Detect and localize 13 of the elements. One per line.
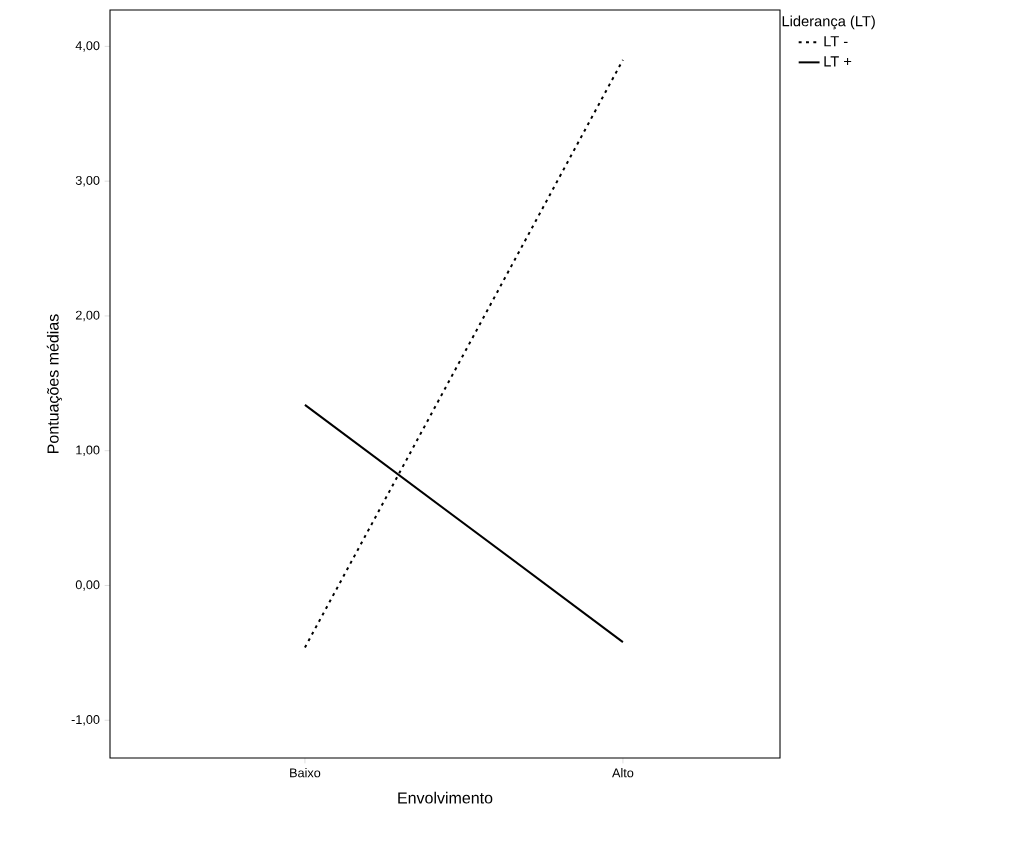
y-tick-label: -1,00 — [71, 715, 100, 726]
x-tick-label: Baixo — [290, 768, 321, 778]
y-tick-label: 2,00 — [75, 310, 100, 322]
y-tick-label: 1,00 — [76, 445, 100, 456]
y-tick-label: 4,00 — [75, 41, 100, 52]
legend-title: Liderança (LT) — [782, 15, 875, 30]
x-axis-title: Envolvimento — [398, 791, 493, 804]
y-axis-title: Pontuações médias — [46, 314, 62, 453]
legend-label: LT - — [824, 36, 848, 47]
y-tick-label: 3,00 — [75, 175, 100, 187]
legend-label: LT + — [824, 56, 852, 67]
y-tick-label: 0,00 — [75, 580, 100, 591]
x-tick-label: Alto — [612, 768, 634, 778]
